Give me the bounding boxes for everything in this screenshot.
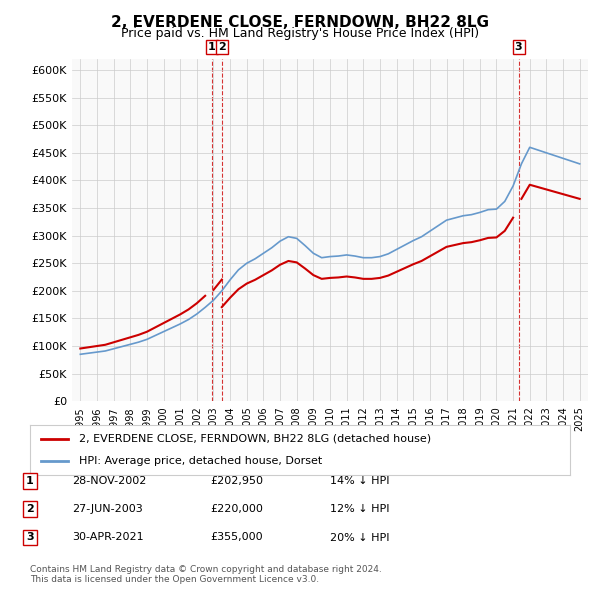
Text: 2, EVERDENE CLOSE, FERNDOWN, BH22 8LG (detached house): 2, EVERDENE CLOSE, FERNDOWN, BH22 8LG (d… [79, 434, 431, 444]
Text: £220,000: £220,000 [210, 504, 263, 514]
Text: Contains HM Land Registry data © Crown copyright and database right 2024.
This d: Contains HM Land Registry data © Crown c… [30, 565, 382, 584]
Text: 27-JUN-2003: 27-JUN-2003 [72, 504, 143, 514]
Text: HPI: Average price, detached house, Dorset: HPI: Average price, detached house, Dors… [79, 456, 322, 466]
Text: 2, EVERDENE CLOSE, FERNDOWN, BH22 8LG: 2, EVERDENE CLOSE, FERNDOWN, BH22 8LG [111, 15, 489, 30]
Text: £355,000: £355,000 [210, 533, 263, 542]
Text: 2: 2 [26, 504, 34, 514]
Text: £202,950: £202,950 [210, 476, 263, 486]
Text: 20% ↓ HPI: 20% ↓ HPI [330, 533, 389, 542]
Text: 2: 2 [218, 42, 226, 52]
Text: 1: 1 [26, 476, 34, 486]
Text: 3: 3 [515, 42, 523, 52]
Text: 3: 3 [26, 533, 34, 542]
Text: 30-APR-2021: 30-APR-2021 [72, 533, 143, 542]
Text: 1: 1 [208, 42, 216, 52]
Text: 14% ↓ HPI: 14% ↓ HPI [330, 476, 389, 486]
Text: 28-NOV-2002: 28-NOV-2002 [72, 476, 146, 486]
Text: 12% ↓ HPI: 12% ↓ HPI [330, 504, 389, 514]
Text: Price paid vs. HM Land Registry's House Price Index (HPI): Price paid vs. HM Land Registry's House … [121, 27, 479, 40]
